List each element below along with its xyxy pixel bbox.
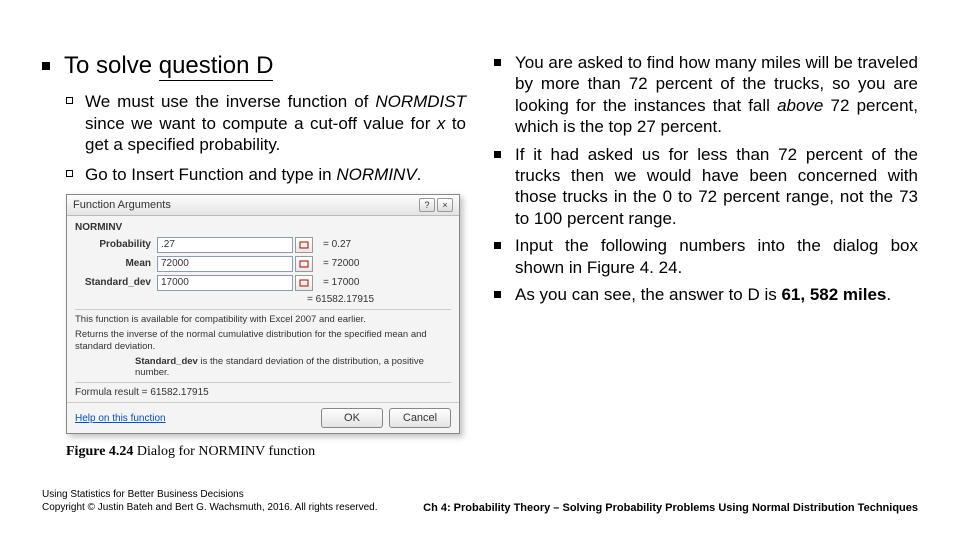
t: . [886,285,891,304]
arg-result: = 72000 [323,258,359,269]
bullet-2: If it had asked us for less than 72 perc… [494,144,918,230]
square-bullet-icon [42,62,50,70]
caption-text: Dialog for NORMINV function [133,444,315,459]
t: 61, 582 miles [781,285,886,304]
t: NORMINV [336,165,416,184]
footer-line1: Using Statistics for Better Business Dec… [42,489,378,502]
sub-bullet-1: We must use the inverse function of NORM… [66,91,466,156]
window-controls: ? × [419,198,453,212]
arg-label: Probability [75,239,157,250]
divider [75,309,451,310]
t: NORMDIST [375,92,466,111]
close-icon[interactable]: × [437,198,453,212]
arg-result: = 17000 [323,277,359,288]
t: We must use the inverse function of [85,92,375,111]
slide: To solve question D We must use the inve… [0,0,960,540]
dialog-buttons: OK Cancel [321,408,451,428]
left-column: To solve question D We must use the inve… [42,52,466,460]
arg-row: Standard_dev 17000 = 17000 [75,275,451,291]
columns: To solve question D We must use the inve… [42,52,918,460]
help-link[interactable]: Help on this function [75,413,166,424]
arg-row: Probability .27 = 0.27 [75,237,451,253]
arg-label: Standard_dev [75,277,157,288]
stddev-input[interactable]: 17000 [157,275,293,291]
sub-bullet-2: Go to Insert Function and type in NORMIN… [66,164,466,186]
b3-text: Input the following numbers into the dia… [515,235,918,278]
dialog-desc1: This function is available for compatibi… [75,314,451,326]
function-arguments-dialog: Function Arguments ? × NORMINV Probabili… [66,194,460,435]
dialog-screenshot: Function Arguments ? × NORMINV Probabili… [66,194,466,435]
help-icon[interactable]: ? [419,198,435,212]
footer-left: Using Statistics for Better Business Dec… [42,489,378,514]
dialog-body: NORMINV Probability .27 = 0.27 Mean 7200… [67,216,459,403]
sub1-text: We must use the inverse function of NORM… [85,91,466,156]
heading: To solve question D [64,52,273,81]
right-column: You are asked to find how many miles wil… [494,52,918,460]
arg-result: = 0.27 [323,239,351,250]
mean-input[interactable]: 72000 [157,256,293,272]
footer-right: Ch 4: Probability Theory – Solving Proba… [423,502,918,514]
dialog-footer: Help on this function OK Cancel [67,402,459,433]
heading-row: To solve question D [42,52,466,81]
dialog-desc2: Returns the inverse of the normal cumula… [75,329,451,353]
function-name: NORMINV [75,222,451,233]
t: . [417,165,422,184]
range-picker-icon[interactable] [295,237,313,253]
t: As you can see, the answer to D is [515,285,781,304]
square-bullet-icon [494,242,501,249]
param-desc: Standard_dev is the standard deviation o… [135,356,451,378]
eq-result: = 61582.17915 [307,294,451,305]
arg-row: Mean 72000 = 72000 [75,256,451,272]
bullet-3: Input the following numbers into the dia… [494,235,918,278]
heading-prefix: To solve [64,52,159,79]
figure-caption: Figure 4.24 Dialog for NORMINV function [66,444,466,460]
open-square-bullet-icon [66,170,73,177]
t: 61582.17915 [150,387,208,398]
bullet-4: As you can see, the answer to D is 61, 5… [494,284,918,305]
footer-line2: Copyright © Justin Bateh and Bert G. Wac… [42,502,378,515]
square-bullet-icon [494,291,501,298]
dialog-titlebar: Function Arguments ? × [67,195,459,216]
t: Go to Insert Function and type in [85,165,336,184]
ok-button[interactable]: OK [321,408,383,428]
b2-text: If it had asked us for less than 72 perc… [515,144,918,230]
bullet-1: You are asked to find how many miles wil… [494,52,918,138]
range-picker-icon[interactable] [295,275,313,291]
t: since we want to compute a cut-off value… [85,114,437,133]
square-bullet-icon [494,59,501,66]
cancel-button[interactable]: Cancel [389,408,451,428]
footer: Using Statistics for Better Business Dec… [42,489,918,514]
square-bullet-icon [494,151,501,158]
probability-input[interactable]: .27 [157,237,293,253]
range-picker-icon[interactable] [295,256,313,272]
t: Standard_dev [135,356,198,367]
t: Formula result = [75,387,150,398]
b4-text: As you can see, the answer to D is 61, 5… [515,284,891,305]
open-square-bullet-icon [66,97,73,104]
dialog-title: Function Arguments [73,199,171,211]
sub2-text: Go to Insert Function and type in NORMIN… [85,164,421,186]
b1-text: You are asked to find how many miles wil… [515,52,918,138]
divider [75,382,451,383]
caption-fig: Figure 4.24 [66,444,133,459]
arg-label: Mean [75,258,157,269]
formula-result: Formula result = 61582.17915 [75,387,451,398]
t: above [777,96,823,115]
heading-underlined: question D [159,52,274,81]
